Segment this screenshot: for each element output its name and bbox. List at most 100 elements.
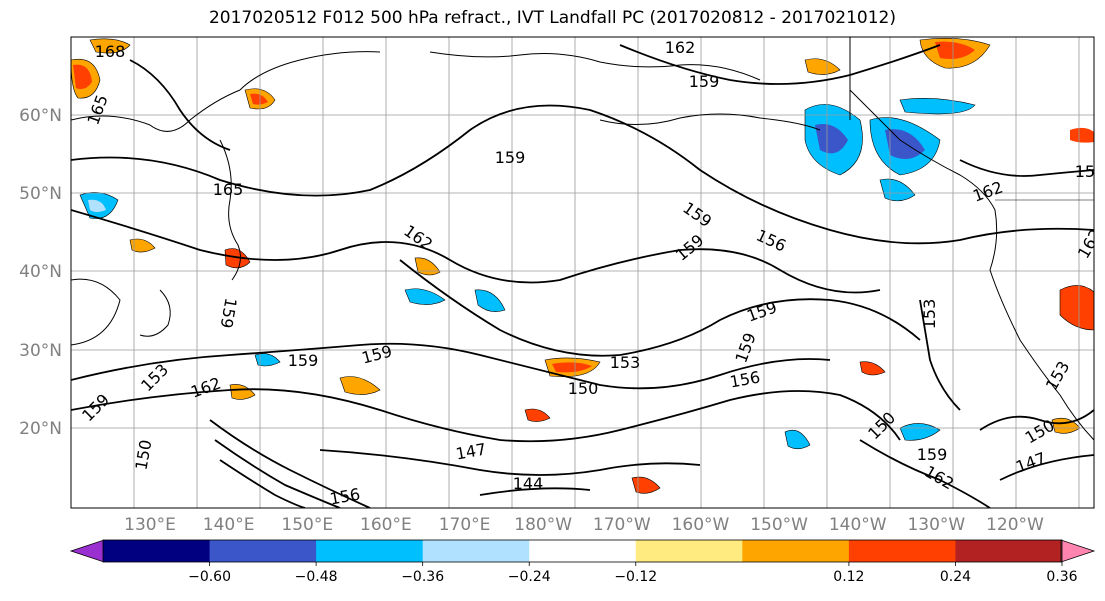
contour-label: 168 [95,42,126,61]
latitude-label: 50°N [19,184,62,204]
map-title: 2017020512 F012 500 hPa refract., IVT La… [208,8,896,28]
longitude-label: 140°W [829,515,887,535]
coastline [219,139,241,281]
contour-label: 153 [610,353,641,372]
contour-label: 162 [665,38,696,57]
longitude-label: 130°E [124,515,176,535]
colorbar-segment [742,540,850,562]
contour-label: 159 [689,72,720,91]
latitude-label: 30°N [19,341,62,361]
contour-label-text: 153 [1075,162,1105,181]
longitude-label: 130°W [907,515,965,535]
anomaly-blob [1059,285,1094,331]
graticule [71,37,1094,508]
latitude-label: 20°N [19,419,62,439]
contour-line [979,409,1094,431]
contour-label-text: 168 [95,42,126,61]
contour-line [71,104,1094,245]
longitude-axis: 130°E 140°E 150°E 160°E 170°E 180°W 170°W 160°W… [124,515,1044,535]
contour-line [319,449,701,476]
longitude-label: 150°E [281,515,333,535]
anomaly-blob [339,376,381,395]
contour-label: 165 [213,180,244,199]
anomaly-blob [859,361,886,376]
colorbar-tick-label: −0.24 [508,569,551,585]
longitude-label: 140°E [203,515,255,535]
contour-line [859,439,991,508]
colorbar-segment [422,540,530,562]
colorbar-outline [102,539,1063,563]
contour-label: 150 [568,379,599,398]
contour-label: 153 [920,299,939,330]
colorbar-segment [103,540,211,562]
contour-line [71,388,901,443]
colorbar-segment [316,540,424,562]
map-frame [70,36,1095,509]
anomaly-blob [524,408,551,422]
contour-line [219,459,306,508]
contour-line [619,44,941,85]
contour-label-text: 159 [917,445,948,464]
anomaly-blob [1070,127,1094,143]
colorbar-segment [529,540,637,562]
contour-label: 144 [513,474,544,493]
latitude-axis: 60°N 50°N 40°N 30°N 20°N [19,106,62,439]
colorbar-extend-right [1060,539,1096,563]
contour-label: 159 [917,445,948,464]
colorbar-extend-left [69,539,105,563]
contour-label-text: 150 [568,379,599,398]
anomaly-blob [89,38,131,54]
anomaly-blob [784,429,811,450]
contour-line [209,419,371,508]
colorbar-segment [955,540,1063,562]
anomaly-blob [474,289,506,312]
refractivity-contours [71,44,1094,508]
latitude-label: 60°N [19,106,62,126]
contour-line [71,342,831,390]
coastline [139,289,171,337]
contour-label-text: 144 [513,474,544,493]
anomaly-blob [885,129,925,159]
contour-line [129,59,231,151]
contour-label-text: 153 [610,353,641,372]
anomaly-blob [88,199,106,212]
longitude-label: 170°W [593,515,651,535]
longitude-label: 160°E [360,515,412,535]
colorbar-tick-label: 0.36 [1046,569,1077,585]
coastlines [71,37,1094,441]
contour-label-text: 156 [328,484,361,508]
contour-line [399,259,921,357]
coastline [599,113,821,131]
longitude-label: 180°W [514,515,572,535]
colorbar-segment [848,540,956,562]
contour-line [999,454,1094,481]
colorbar-ticks: −0.60−0.48−0.36−0.24−0.120.120.240.360.4… [188,562,1078,585]
colorbar-segment [635,540,743,562]
contour-line [214,439,341,508]
longitude-label: 150°W [750,515,808,535]
longitude-label: 170°E [439,515,491,535]
contour-line [959,159,1094,177]
anomaly-blob [935,41,975,59]
contour-line [919,299,961,411]
colorbar-tick-label: −0.48 [295,569,338,585]
colorbar-segment [209,540,317,562]
colorbar [69,539,1096,563]
contour-line [479,487,591,496]
colorbar-tick-label: 0.24 [940,569,971,585]
colorbar-tick-label: 0.12 [833,569,864,585]
contour-label-text: 159 [689,72,720,91]
anomaly-blob [250,93,268,105]
anomaly-blob [552,362,592,373]
anomaly-blob [73,64,92,90]
coastline [71,278,121,346]
contour-label: 153 [1075,162,1105,181]
anomaly-blob [254,353,281,367]
coastline [849,89,1094,441]
contour-line [71,209,881,294]
anomaly-blob [631,476,661,494]
contour-label-text: 153 [920,299,939,330]
coastline [429,51,761,81]
